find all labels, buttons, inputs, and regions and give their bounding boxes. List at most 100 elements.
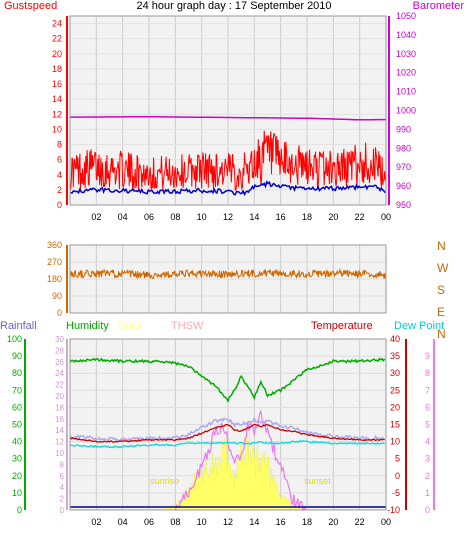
inner-axis-tick-label: 18 <box>55 403 64 412</box>
temperature-tick-label: -5 <box>392 488 400 498</box>
gustspeed-tick-label: 8 <box>57 140 62 150</box>
temperature-tick-label: 0 <box>395 471 400 481</box>
gustspeed-tick-label: 2 <box>57 185 62 195</box>
gustspeed-tick-label: 24 <box>52 19 62 29</box>
humidity-tick-label: 80 <box>12 368 22 378</box>
gustspeed-tick-label: 22 <box>52 34 62 44</box>
temp-x-tick-label: 12 <box>223 517 233 527</box>
direction-plot-frame <box>69 244 387 314</box>
solar-legend-label: Solar <box>118 320 144 332</box>
inner-axis-tick-label: 12 <box>55 438 64 447</box>
temp-x-tick-label: 16 <box>276 517 286 527</box>
rainfall-legend-label: Rainfall <box>0 320 37 332</box>
inner-axis-tick-label: 28 <box>55 346 64 355</box>
uv-tick-label: 5 <box>425 420 430 430</box>
inner-axis-tick-label: 8 <box>60 460 65 469</box>
thsw-series <box>69 415 386 443</box>
gustspeed-tick-label: 10 <box>52 124 62 134</box>
inner-axis-tick-label: 6 <box>60 472 65 481</box>
temperature-tick-label: 20 <box>390 402 400 412</box>
wind-x-tick-label: 20 <box>328 212 338 222</box>
compass-letter-label: W <box>437 261 449 275</box>
humidity-tick-label: 100 <box>7 334 22 344</box>
wind-x-tick-label: 00 <box>381 212 391 222</box>
wind-x-tick-label: 16 <box>276 212 286 222</box>
temperature-tick-label: 35 <box>390 351 400 361</box>
dewpoint-legend-label: Dew Point <box>394 320 445 332</box>
barometer-tick-label: 1000 <box>396 106 416 116</box>
temperature-tick-label: 15 <box>390 420 400 430</box>
temperature-legend-label: Temperature <box>311 320 373 332</box>
inner-axis-tick-label: 22 <box>55 381 64 390</box>
barometer-tick-label: 980 <box>396 143 411 153</box>
uv-tick-label: 3 <box>425 454 430 464</box>
temperature-tick-label: 10 <box>390 437 400 447</box>
temp-x-tick-label: 04 <box>118 517 128 527</box>
chart-title: 24 hour graph day : 17 September 2010 <box>136 0 332 12</box>
barometer-tick-label: 1040 <box>396 30 416 40</box>
barometer-tick-label: 960 <box>396 181 411 191</box>
direction-tick-label: 270 <box>47 257 62 267</box>
humidity-tick-label: 30 <box>12 454 22 464</box>
gustspeed-tick-label: 14 <box>52 94 62 104</box>
inner-axis-tick-label: 0 <box>60 506 65 515</box>
humidity-tick-label: 0 <box>17 505 22 515</box>
humidity-tick-label: 50 <box>12 420 22 430</box>
uv-tick-label: 8 <box>425 368 430 378</box>
compass-letter-label: S <box>437 283 445 297</box>
inner-axis-tick-label: 2 <box>60 495 65 504</box>
humidity-tick-label: 90 <box>12 351 22 361</box>
wind-x-tick-label: 12 <box>223 212 233 222</box>
humidity-tick-label: 60 <box>12 402 22 412</box>
wind-x-tick-label: 10 <box>197 212 207 222</box>
temperature-tick-label: 30 <box>390 368 400 378</box>
uv-tick-label: 2 <box>425 471 430 481</box>
temp-x-tick-label: 18 <box>302 517 312 527</box>
gustspeed-tick-label: 18 <box>52 64 62 74</box>
humidity-tick-label: 10 <box>12 488 22 498</box>
sunrise-label: sunrise <box>150 476 179 486</box>
wind-x-tick-label: 08 <box>170 212 180 222</box>
barometer-axis-label: Barometer <box>412 0 464 12</box>
temp-x-tick-label: 10 <box>197 517 207 527</box>
temp-x-tick-label: 14 <box>249 517 259 527</box>
direction-tick-label: 0 <box>57 308 62 318</box>
uv-tick-label: 6 <box>425 402 430 412</box>
inner-axis-tick-label: 10 <box>55 449 64 458</box>
barometer-tick-label: 990 <box>396 124 411 134</box>
uv-tick-label: 9 <box>425 351 430 361</box>
inner-axis-tick-label: 24 <box>55 369 64 378</box>
wind-x-tick-label: 04 <box>118 212 128 222</box>
barometer-tick-label: 1030 <box>396 49 416 59</box>
direction-tick-label: 180 <box>47 274 62 284</box>
temp-x-tick-label: 22 <box>355 517 365 527</box>
barometer-tick-label: 1020 <box>396 68 416 78</box>
compass-letter-label: E <box>437 305 445 319</box>
uv-tick-label: 4 <box>425 437 430 447</box>
dewpoint-series <box>69 440 386 449</box>
uv-tick-label: 1 <box>425 488 430 498</box>
gustspeed-axis-label: Gustspeed <box>4 0 58 12</box>
humidity-legend-label: Humidity <box>66 320 109 332</box>
barometer-tick-label: 950 <box>396 200 411 210</box>
direction-tick-label: 90 <box>52 291 62 301</box>
temp-x-tick-label: 02 <box>91 517 101 527</box>
uv-tick-label: 7 <box>425 385 430 395</box>
gustspeed-tick-label: 20 <box>52 49 62 59</box>
gustspeed-tick-label: 4 <box>57 170 62 180</box>
temperature-series <box>69 423 385 444</box>
windspeed-series <box>70 180 386 197</box>
wind-x-tick-label: 02 <box>91 212 101 222</box>
humidity-tick-label: 40 <box>12 437 22 447</box>
humidity-tick-label: 70 <box>12 385 22 395</box>
uv-series <box>174 409 307 512</box>
gustspeed-tick-label: 12 <box>52 109 62 119</box>
temperature-tick-label: -10 <box>387 505 400 515</box>
humidity-tick-label: 20 <box>12 471 22 481</box>
wind-x-tick-label: 14 <box>249 212 259 222</box>
barometer-tick-label: 1050 <box>396 11 416 21</box>
inner-axis-tick-label: 16 <box>55 415 64 424</box>
temperature-tick-label: 40 <box>390 334 400 344</box>
temp-x-tick-label: 06 <box>144 517 154 527</box>
